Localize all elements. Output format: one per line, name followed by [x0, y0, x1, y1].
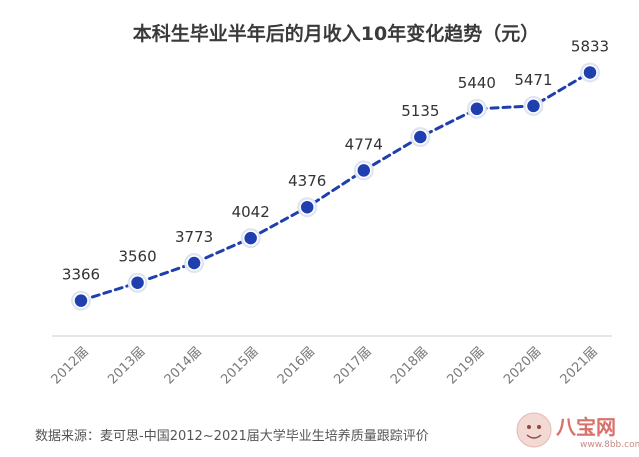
data-point[interactable] — [469, 101, 485, 117]
data-label: 3366 — [62, 266, 100, 284]
data-point[interactable] — [412, 129, 429, 145]
x-tick-label: 2013届 — [105, 344, 148, 387]
x-tick-label: 2018届 — [388, 344, 431, 387]
data-point[interactable] — [186, 255, 202, 271]
x-tick-label: 2019届 — [445, 344, 488, 387]
data-point[interactable] — [525, 98, 542, 114]
x-tick-label: 2015届 — [218, 344, 261, 387]
x-tick-label: 2021届 — [558, 344, 601, 387]
data-label: 5833 — [571, 37, 609, 55]
x-tick-label: 2016届 — [275, 344, 318, 387]
data-point[interactable] — [582, 64, 598, 81]
data-label: 5471 — [514, 71, 552, 89]
data-point[interactable] — [356, 162, 372, 179]
watermark: 八宝网 www.8bb.com — [516, 412, 639, 450]
x-tick-label: 2012届 — [49, 344, 92, 387]
x-axis-ticks: 2012届 2013届 2014届 2015届 2016届 2017届 2018届 2019届… — [49, 344, 601, 387]
chart-title: 本科生毕业半年后的月收入10年变化趋势（元） — [133, 22, 539, 45]
data-label: 4774 — [345, 135, 383, 153]
line-series: 3366 3560 3773 4042 4376 4774 5135 5440 5471 5833 — [62, 37, 609, 311]
data-label: 3560 — [118, 248, 156, 266]
data-label: 5440 — [458, 74, 496, 92]
x-tick-label: 2017届 — [331, 344, 374, 387]
watermark-text: 八宝网 — [556, 415, 616, 439]
data-point[interactable] — [73, 292, 89, 309]
x-tick-label: 2014届 — [162, 344, 205, 387]
data-point[interactable] — [129, 274, 146, 291]
data-point[interactable] — [242, 230, 259, 246]
data-label: 4376 — [288, 172, 326, 190]
data-label: 3773 — [175, 228, 213, 246]
data-point[interactable] — [299, 199, 315, 215]
watermark-url: www.8bb.com — [580, 440, 639, 450]
data-label: 5135 — [401, 102, 439, 120]
source-note: 数据来源：麦可思-中国2012~2021届大学毕业生培养质量跟踪评价 — [35, 428, 429, 444]
series-line — [79, 70, 592, 303]
data-label: 4042 — [232, 203, 270, 221]
x-tick-label: 2020届 — [501, 344, 544, 387]
watermark-logo-icon — [516, 412, 552, 448]
